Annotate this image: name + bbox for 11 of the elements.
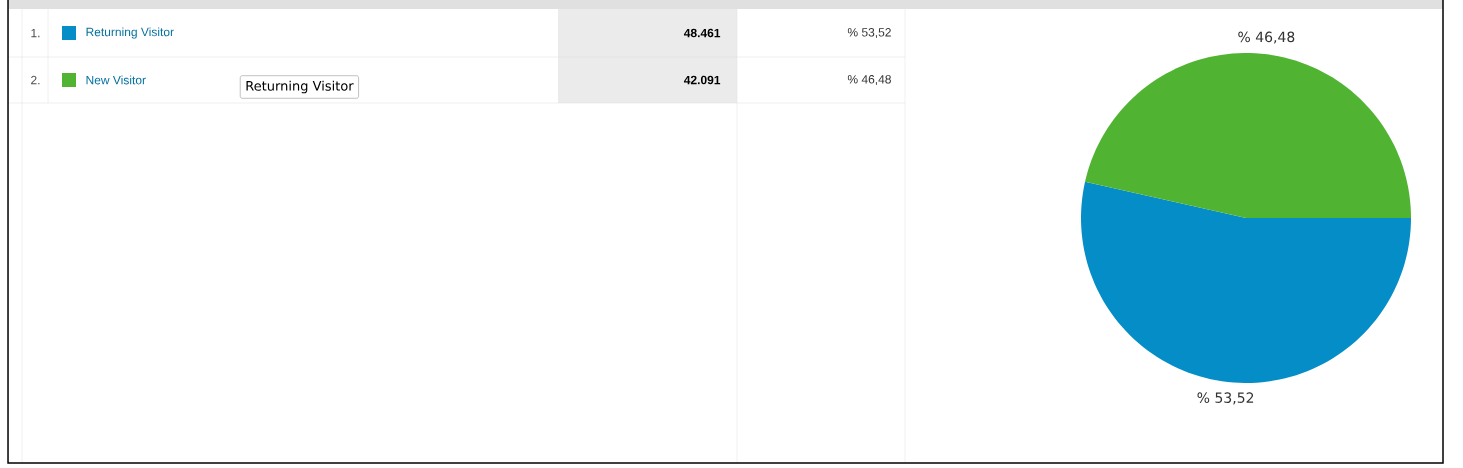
legend-label: New Visitor <box>86 75 146 85</box>
text: % 53,52 <box>847 28 891 38</box>
text: % 46,48 <box>847 75 891 85</box>
text: Returning Visitor <box>246 80 354 94</box>
text: 48.461 <box>683 28 721 38</box>
legend-label: Returning Visitor <box>86 27 174 39</box>
text: 42.091 <box>683 75 721 85</box>
text: 2. <box>31 75 40 85</box>
text: 1. <box>31 28 40 38</box>
data-label: % 53,52 <box>1197 392 1254 405</box>
data-label: % 46,48 <box>1238 31 1295 44</box>
